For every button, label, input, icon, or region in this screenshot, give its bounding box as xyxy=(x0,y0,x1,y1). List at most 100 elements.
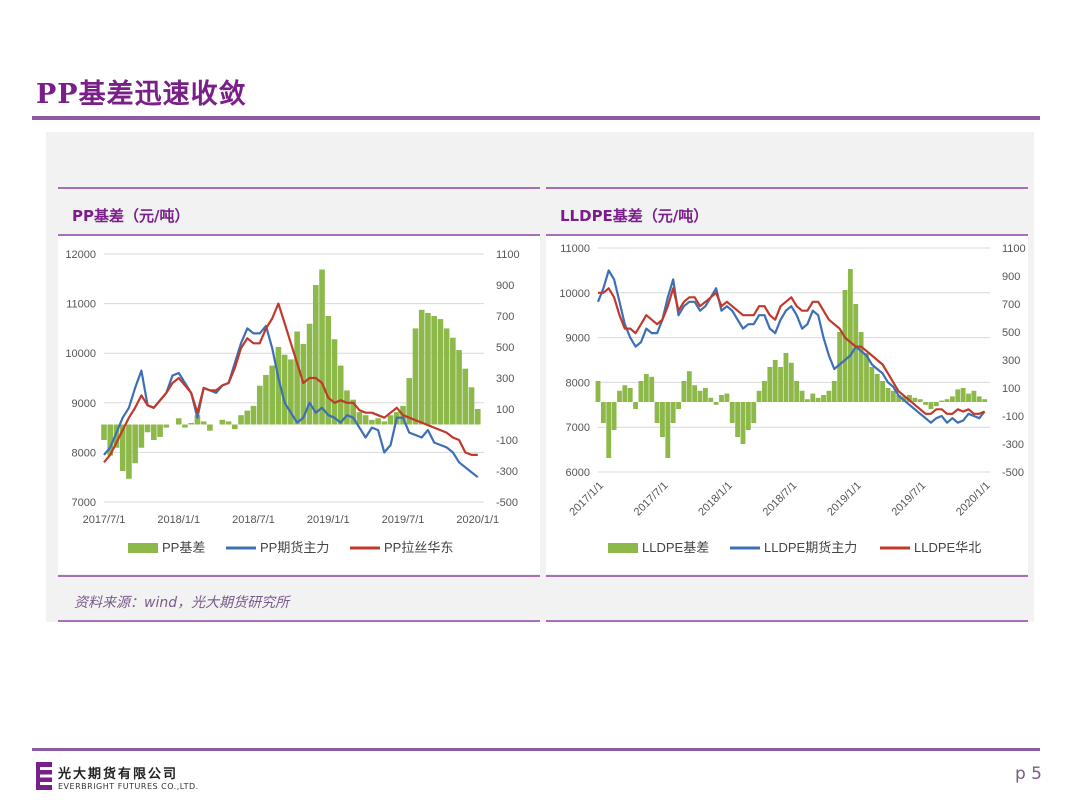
y-right-tick-label: 100 xyxy=(496,404,514,416)
basis-bar xyxy=(344,390,350,425)
y-left-tick-label: 9000 xyxy=(72,398,96,410)
basis-bar xyxy=(676,402,681,409)
y-right-tick-label: 300 xyxy=(496,373,514,385)
basis-bar xyxy=(966,393,971,402)
chart-area-pp: 12000 11000 10000 9000 8000 7000 1100 900 700 500… xyxy=(58,236,540,574)
basis-bar xyxy=(238,415,244,425)
basis-bar xyxy=(772,360,778,402)
basis-bar xyxy=(474,409,481,425)
basis-bar xyxy=(225,421,232,425)
basis-bar xyxy=(923,402,928,405)
basis-bar xyxy=(462,368,469,425)
x-tick-label: 2018/7/1 xyxy=(761,480,800,519)
basis-bar xyxy=(300,343,307,425)
basis-bar xyxy=(595,381,601,402)
basis-bar xyxy=(815,397,821,402)
basis-bar xyxy=(163,424,170,428)
basis-bar xyxy=(740,402,746,444)
basis-bar xyxy=(654,402,660,423)
y-right-tick-label: 100 xyxy=(1002,383,1020,395)
y-left-tick-label: 7000 xyxy=(72,497,96,509)
x-tick-label: 2018/7/1 xyxy=(232,514,275,526)
basis-bar xyxy=(113,424,120,448)
basis-bar xyxy=(443,328,450,425)
basis-bar xyxy=(686,371,692,402)
y-right-tick-label: -500 xyxy=(496,497,518,509)
basis-bar xyxy=(660,402,665,437)
pp-basis-chart: 12000 11000 10000 9000 8000 7000 1100 900 700 500… xyxy=(65,249,519,555)
basis-bar xyxy=(949,396,955,402)
basis-bar xyxy=(944,399,950,402)
x-tick-label: 2019/7/1 xyxy=(382,514,425,526)
basis-bar xyxy=(826,390,832,402)
basis-bar xyxy=(182,424,188,428)
basis-bar xyxy=(331,339,338,425)
company-name-en: EVERBRIGHT FUTURES CO.,LTD. xyxy=(58,782,199,791)
basis-bar xyxy=(912,397,918,402)
basis-bar xyxy=(606,402,612,458)
basis-bar xyxy=(313,285,319,425)
y-left-tick-label: 12000 xyxy=(65,249,96,261)
basis-bar xyxy=(319,269,325,425)
basis-bar xyxy=(649,376,655,402)
basis-bar xyxy=(794,381,800,402)
basis-bar xyxy=(151,424,157,440)
y-right-tick-label: 1100 xyxy=(1002,243,1026,255)
y-right-tick-label: -500 xyxy=(1002,467,1024,479)
y-left-tick-label: 11000 xyxy=(66,299,96,311)
basis-bar xyxy=(288,359,294,425)
basis-bar xyxy=(600,402,606,423)
basis-bar xyxy=(263,374,269,425)
x-tick-label: 2020/1/1 xyxy=(456,514,499,526)
basis-bar xyxy=(933,402,939,407)
y-left-tick-label: 10000 xyxy=(559,288,590,300)
legend-label: LLDPE基差 xyxy=(642,540,709,555)
basis-bar xyxy=(729,402,735,423)
basis-bar xyxy=(976,396,982,402)
basis-bar xyxy=(633,402,639,409)
divider xyxy=(546,187,1028,189)
basis-bar xyxy=(745,402,751,430)
basis-bar xyxy=(719,395,724,402)
source-note: 资料来源：wind，光大期货研究所 xyxy=(74,595,290,611)
chart-title-lldpe: LLDPE基差（元/吨） xyxy=(560,207,709,225)
basis-bar xyxy=(611,402,617,430)
legend-label: LLDPE期货主力 xyxy=(764,540,857,555)
x-tick-label: 2019/1/1 xyxy=(825,480,864,519)
basis-bar xyxy=(369,419,375,425)
basis-bar xyxy=(406,378,413,425)
x-tick-label: 2017/7/1 xyxy=(83,514,126,526)
spot-series-line xyxy=(598,287,986,415)
x-tick-label: 2017/1/1 xyxy=(567,480,606,519)
basis-bar xyxy=(107,424,114,456)
divider xyxy=(546,575,1028,577)
x-tick-label: 2019/1/1 xyxy=(307,514,350,526)
basis-bar xyxy=(418,309,425,425)
basis-bar xyxy=(294,331,300,425)
basis-bar xyxy=(724,393,730,402)
basis-bar xyxy=(692,385,698,402)
y-left-tick-label: 10000 xyxy=(65,348,96,360)
basis-bar xyxy=(788,362,794,402)
basis-bar xyxy=(853,304,859,402)
y-right-tick-label: -100 xyxy=(496,435,518,447)
basis-bar xyxy=(982,399,988,402)
footer-divider xyxy=(32,748,1040,751)
basis-bar xyxy=(842,290,848,402)
basis-bar xyxy=(126,424,132,479)
basis-bar xyxy=(200,421,207,425)
basis-bar xyxy=(702,388,708,402)
y-left-tick-label: 9000 xyxy=(566,333,590,345)
basis-bar xyxy=(431,316,437,425)
legend-label: PP拉丝华东 xyxy=(384,540,453,555)
y-left-tick-label: 7000 xyxy=(566,422,590,434)
basis-bar xyxy=(907,395,912,402)
basis-bar xyxy=(928,402,934,409)
basis-bar xyxy=(275,347,282,425)
legend-swatch xyxy=(128,543,158,553)
divider xyxy=(58,234,540,236)
basis-bar xyxy=(250,405,257,425)
basis-bar xyxy=(375,418,381,425)
basis-bar xyxy=(362,415,369,425)
x-tick-label: 2018/1/1 xyxy=(157,514,200,526)
